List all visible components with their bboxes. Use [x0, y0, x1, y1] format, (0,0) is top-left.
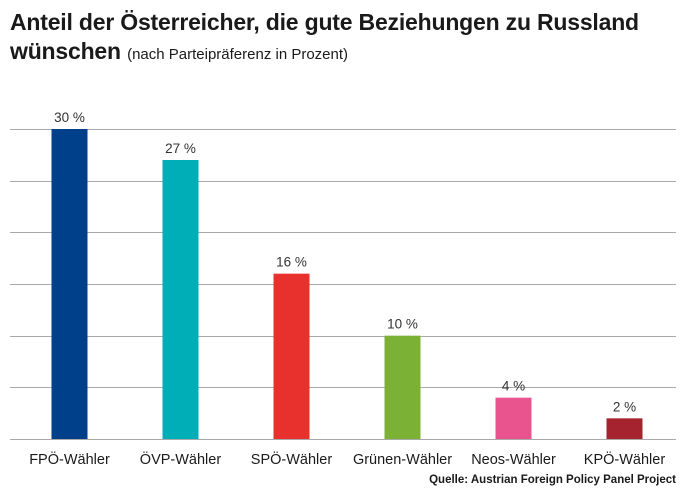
bar-0	[51, 129, 88, 439]
category-label-1: ÖVP-Wähler	[140, 450, 222, 468]
chart-title: Anteil der Österreicher, die gute Bezieh…	[10, 8, 670, 69]
bar-2	[273, 273, 310, 439]
category-label-5: KPÖ-Wähler	[584, 450, 666, 468]
category-label-3: Grünen-Wähler	[353, 452, 452, 468]
bar-3	[384, 335, 421, 439]
bar-1	[162, 160, 199, 439]
source-note: Quelle: Austrian Foreign Policy Panel Pr…	[429, 474, 676, 486]
category-label-4: Neos-Wähler	[471, 452, 556, 468]
value-label-4: 4 %	[502, 379, 525, 394]
chart-subtitle: (nach Parteipräferenz in Prozent)	[127, 46, 349, 63]
value-label-2: 16 %	[276, 255, 307, 270]
category-label-2: SPÖ-Wähler	[251, 450, 333, 468]
bar-4	[495, 397, 532, 439]
value-label-3: 10 %	[387, 317, 418, 332]
value-label-5: 2 %	[613, 399, 636, 414]
value-label-1: 27 %	[165, 141, 196, 156]
value-label-0: 30 %	[54, 110, 85, 125]
bar-5	[606, 418, 643, 439]
category-label-0: FPÖ-Wähler	[29, 450, 110, 468]
chart-title-main: Anteil der Österreicher, die gute Bezieh…	[10, 9, 639, 64]
